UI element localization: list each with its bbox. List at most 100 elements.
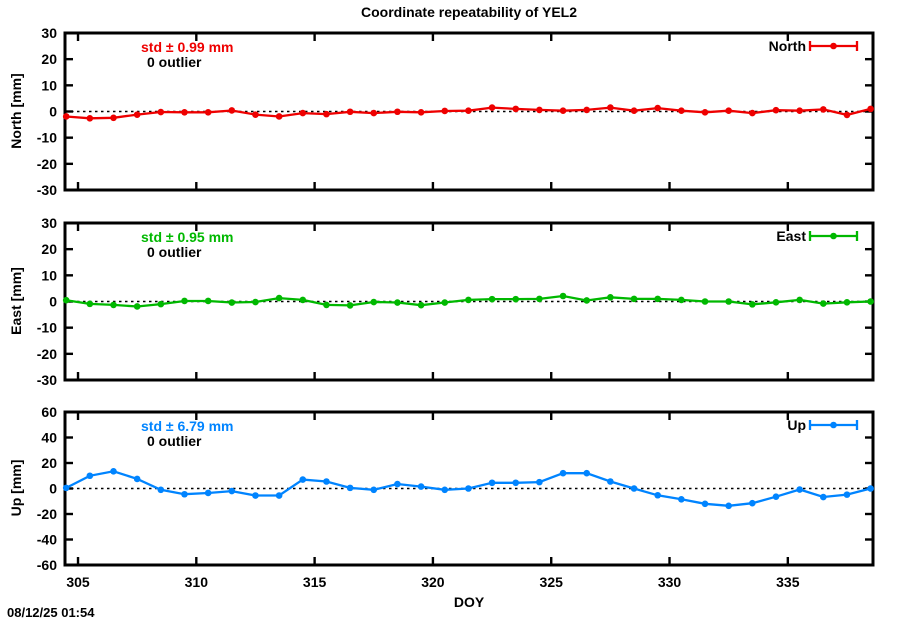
data-point — [394, 480, 401, 488]
east-std-label: std ± 0.95 mm — [141, 229, 234, 245]
y-tick-label: 0 — [49, 294, 57, 310]
east-y-axis-label: East [mm] — [8, 267, 24, 335]
y-tick-label: -40 — [37, 532, 57, 548]
data-point — [441, 107, 449, 115]
data-point — [465, 485, 472, 492]
east-subplot: 30 20 10 0 -10 -20 -30 — [37, 215, 875, 388]
data-point — [843, 298, 851, 306]
data-point — [133, 111, 141, 118]
data-point — [536, 295, 543, 303]
data-point — [583, 106, 591, 114]
y-tick-label: -10 — [37, 130, 57, 146]
data-point — [725, 107, 732, 115]
north-legend-label: North — [768, 38, 806, 54]
data-point — [133, 475, 141, 483]
up-legend-label: Up — [787, 417, 806, 433]
data-point — [678, 496, 685, 503]
y-tick-label: 30 — [41, 25, 57, 41]
data-point — [133, 303, 141, 310]
data-point — [110, 301, 117, 309]
north-outlier-label: 0 outlier — [147, 54, 202, 70]
data-point — [512, 295, 520, 303]
data-point — [725, 502, 732, 510]
y-tick-label: -20 — [37, 506, 57, 522]
data-point — [796, 107, 803, 115]
data-point — [157, 108, 165, 116]
data-point — [749, 301, 756, 308]
data-point — [678, 107, 685, 115]
y-tick-label: 0 — [49, 104, 57, 120]
data-point — [607, 294, 614, 301]
east-outlier-label: 0 outlier — [147, 244, 202, 260]
x-axis-label: DOY — [453, 594, 485, 610]
y-tick-label: -30 — [37, 182, 57, 198]
data-point — [110, 114, 117, 122]
data-point — [275, 492, 283, 499]
y-tick-label: -20 — [37, 156, 57, 172]
data-point — [583, 469, 591, 477]
data-point — [678, 296, 685, 304]
y-tick-label: 20 — [41, 455, 57, 471]
y-tick-label: 60 — [41, 404, 57, 420]
data-point — [204, 297, 212, 305]
data-point — [536, 478, 543, 486]
data-point — [607, 478, 614, 485]
timestamp: 08/12/25 01:54 — [7, 605, 95, 620]
data-point — [228, 487, 236, 495]
data-point — [181, 490, 188, 498]
data-point — [299, 109, 307, 117]
data-point — [820, 493, 827, 501]
data-point — [370, 486, 378, 494]
data-point — [346, 484, 354, 492]
data-point — [654, 295, 661, 303]
y-tick-label: -30 — [37, 372, 57, 388]
data-point — [607, 104, 614, 111]
data-point — [488, 479, 496, 487]
x-tick-label: 315 — [303, 574, 327, 590]
y-tick-label: 30 — [41, 215, 57, 231]
data-point — [772, 493, 780, 500]
legend-symbol-point — [830, 421, 837, 429]
data-point — [867, 105, 874, 113]
up-subplot: 60 40 20 0 -20 -40 -60 305 310 315 320 325 330 335 — [37, 404, 875, 590]
data-point — [86, 300, 94, 308]
east-legend-label: East — [776, 228, 806, 244]
data-point — [536, 106, 543, 114]
data-point — [559, 292, 567, 300]
data-point — [488, 104, 496, 111]
data-point — [204, 108, 212, 116]
data-point — [559, 469, 567, 477]
data-point — [701, 108, 709, 116]
data-point — [820, 106, 827, 113]
data-point — [299, 296, 307, 304]
y-tick-label: -60 — [37, 557, 57, 573]
data-point — [252, 492, 259, 499]
data-point — [630, 107, 638, 115]
data-point — [654, 491, 661, 499]
data-point — [796, 486, 803, 493]
data-point — [394, 108, 401, 116]
y-tick-label: 20 — [41, 241, 57, 257]
data-point — [701, 298, 709, 305]
data-point — [843, 491, 851, 498]
north-std-label: std ± 0.99 mm — [141, 39, 234, 55]
data-point — [228, 107, 236, 114]
data-point — [417, 483, 425, 490]
data-point — [62, 113, 70, 120]
data-point — [252, 298, 259, 306]
north-subplot: 30 20 10 0 -10 -20 -30 — [37, 25, 875, 198]
data-point — [228, 299, 236, 306]
x-tick-label: 330 — [658, 574, 682, 590]
data-point — [820, 300, 827, 307]
data-point — [654, 104, 661, 112]
data-point — [843, 111, 851, 119]
data-point — [299, 476, 307, 483]
data-point — [204, 489, 212, 497]
data-point — [465, 107, 472, 115]
data-point — [465, 296, 472, 304]
y-tick-label: -10 — [37, 320, 57, 336]
x-tick-label: 335 — [776, 574, 800, 590]
data-point — [630, 485, 638, 492]
